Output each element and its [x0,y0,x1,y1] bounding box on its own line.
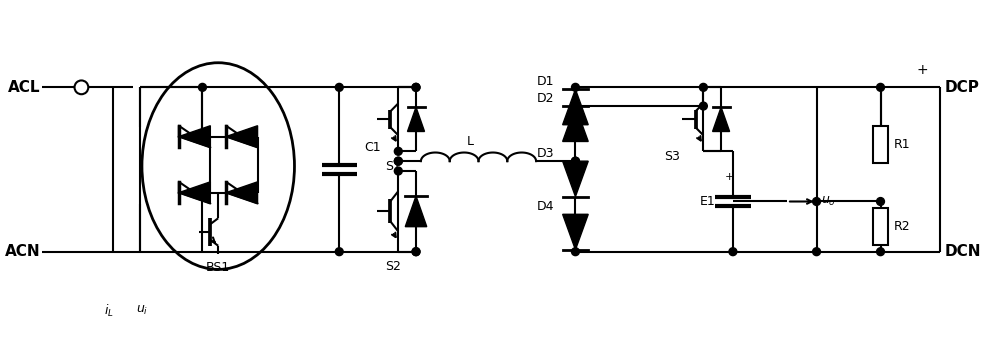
Circle shape [394,157,402,165]
Bar [873,126,888,163]
Text: DCP: DCP [944,80,979,95]
Circle shape [335,248,343,256]
Circle shape [394,157,402,165]
Circle shape [572,157,579,165]
Text: S3: S3 [664,150,680,163]
Polygon shape [563,89,588,125]
Polygon shape [226,126,258,147]
Polygon shape [713,107,730,132]
Polygon shape [179,182,210,204]
Text: $i_L$: $i_L$ [104,303,114,319]
Text: $u_i$: $u_i$ [136,304,149,317]
Text: BS1: BS1 [206,261,230,274]
Polygon shape [226,182,258,204]
Circle shape [412,84,420,91]
Circle shape [394,147,402,155]
Text: +: + [916,63,928,77]
Text: ACL: ACL [8,80,40,95]
Text: D2: D2 [536,92,554,105]
Text: DCN: DCN [944,244,981,259]
Circle shape [813,197,820,205]
Polygon shape [563,106,588,142]
Circle shape [877,248,884,256]
Text: D1: D1 [536,75,554,88]
Circle shape [699,102,707,110]
Text: D4: D4 [536,200,554,213]
Circle shape [572,157,579,165]
Circle shape [572,84,579,91]
Text: R1: R1 [893,138,910,151]
Circle shape [877,84,884,91]
Circle shape [729,248,737,256]
Circle shape [813,248,820,256]
Text: +: + [725,172,735,182]
Text: L: L [467,135,474,148]
Circle shape [335,84,343,91]
Text: R2: R2 [893,220,910,233]
Circle shape [572,248,579,256]
Text: S1: S1 [385,160,401,173]
Text: E1: E1 [699,195,715,208]
Polygon shape [179,126,210,147]
Polygon shape [563,214,588,250]
Bar [873,208,888,245]
Polygon shape [408,107,425,132]
Circle shape [572,102,579,110]
Text: D3: D3 [536,147,554,160]
Polygon shape [563,161,588,196]
Text: $u_o$: $u_o$ [821,195,836,208]
Text: ACN: ACN [4,244,40,259]
Circle shape [412,248,420,256]
Circle shape [412,84,420,91]
Circle shape [199,84,206,91]
Circle shape [394,167,402,175]
Circle shape [412,248,420,256]
Circle shape [699,84,707,91]
Circle shape [877,197,884,205]
Text: S2: S2 [385,260,401,273]
Polygon shape [405,196,427,227]
Text: C1: C1 [364,142,380,154]
